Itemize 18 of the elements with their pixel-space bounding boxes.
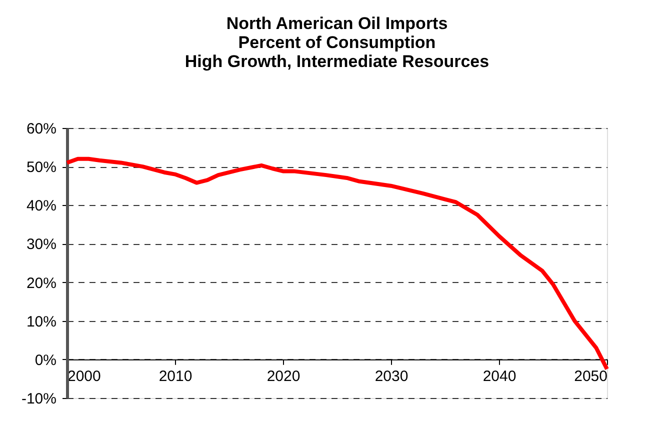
y-tick-label: 40% [26,198,56,215]
text: High Growth, Intermediate Resources [184,52,490,71]
y-tick-label: 10% [26,313,56,330]
y-tick-label: -10% [21,390,56,408]
x-tick-label: 2020 [266,368,300,385]
x-tick-label: 2000 [68,368,101,385]
x-tick-label: 2040 [482,368,516,385]
y-tick-label: 20% [26,274,56,292]
line-series [65,156,609,372]
text: Percent of Consumption [238,33,436,52]
y-tick-label: 30% [26,236,56,254]
x-tick-label: 2010 [158,368,192,385]
y-tick-label: 60% [26,120,56,138]
x-tick-label: 2030 [374,368,408,385]
text: North American Oil Imports [226,14,448,33]
y-tick-label: 0% [34,352,56,369]
y-tick-label: 50% [26,159,56,176]
x-tick-label: 2050 [574,368,608,385]
